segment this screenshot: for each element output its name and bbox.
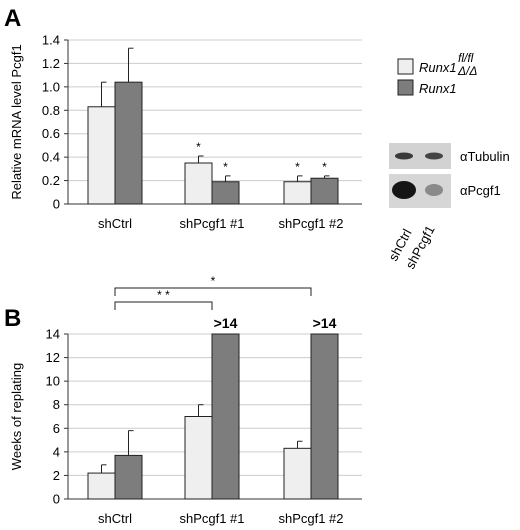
blot-pcgf1-band-shctrl: [392, 181, 416, 199]
y-tick-label: 4: [53, 444, 60, 459]
x-category-label: shCtrl: [98, 511, 132, 526]
bar: [87, 106, 116, 205]
bar: [87, 472, 116, 500]
legend-swatch-dd: [397, 79, 414, 96]
bar: [283, 181, 312, 205]
legend-swatch-fl: [397, 58, 414, 75]
legend-label-fl-sup: fl/fl: [458, 51, 474, 65]
y-tick-label: 0.8: [42, 103, 60, 118]
y-tick-label: 1.4: [42, 33, 60, 48]
x-category-label: shPcgf1 #1: [179, 216, 244, 231]
bar: [184, 416, 213, 500]
y-axis-label: Relative mRNA level Pcgf1: [9, 44, 24, 199]
bracket-label: *: [211, 274, 216, 288]
x-category-label: shPcgf1 #1: [179, 511, 244, 526]
y-tick-label: 1.2: [42, 56, 60, 71]
significance-bracket: [114, 301, 213, 310]
chart-a: 0 0.2 0.4 0.6 0.8 1.0 1.2 1.4 Relative mRNA leve…: [9, 33, 362, 231]
panel-letter-a: A: [4, 5, 21, 32]
bracket-label: * *: [157, 288, 170, 302]
y-axis-label: Weeks of replating: [9, 363, 24, 470]
y-tick-label: 6: [53, 421, 60, 436]
blot-pcgf1-band-shpcgf1: [425, 184, 443, 196]
x-category-label: shPcgf1 #2: [278, 511, 343, 526]
y-tick-label: 1.0: [42, 79, 60, 94]
y-tick-label: 0.4: [42, 150, 60, 165]
legend-label-dd-sup: Δ/Δ: [457, 64, 477, 78]
western-blot: αTubulin αPcgf1 shCtrl shPcgf1: [385, 143, 510, 271]
y-tick-label: 0: [53, 197, 60, 212]
bar: [211, 181, 240, 205]
bar-value-label: >14: [214, 315, 238, 331]
y-tick-label: 14: [46, 327, 60, 342]
bar: [211, 333, 240, 500]
bar: [184, 162, 213, 205]
chart-b: 0 2 4 6 8 10 12 14 Weeks of replating shCtrl shPcg…: [9, 274, 362, 526]
bar-value-label: >14: [313, 315, 337, 331]
significance-bracket: [114, 287, 312, 296]
significance-marker: *: [196, 140, 201, 154]
bar: [283, 447, 312, 500]
significance-marker: *: [322, 160, 327, 174]
y-tick-label: 0: [53, 492, 60, 507]
blot-tubulin-band-shctrl: [395, 152, 413, 160]
y-tick-label: 2: [53, 468, 60, 483]
bar: [310, 333, 339, 500]
blot-tubulin-band-shpcgf1: [425, 152, 443, 160]
x-category-label: shPcgf1 #2: [278, 216, 343, 231]
significance-marker: *: [223, 160, 228, 174]
y-tick-label: 0.2: [42, 173, 60, 188]
y-tick-label: 12: [46, 350, 60, 365]
legend-label-fl-main: Runx1: [419, 60, 457, 75]
bar: [114, 454, 143, 500]
x-category-label: shCtrl: [98, 216, 132, 231]
y-tick-label: 8: [53, 397, 60, 412]
bar: [114, 81, 143, 205]
bar: [310, 177, 339, 205]
y-tick-label: 10: [46, 374, 60, 389]
blot-label-tubulin: αTubulin: [460, 149, 510, 164]
panel-letter-b: B: [4, 305, 21, 332]
significance-marker: *: [295, 160, 300, 174]
legend: Runx1 fl/fl Runx1 Δ/Δ: [397, 51, 477, 96]
blot-label-pcgf1: αPcgf1: [460, 183, 501, 198]
legend-label-dd-main: Runx1: [419, 81, 457, 96]
y-tick-label: 0.6: [42, 126, 60, 141]
